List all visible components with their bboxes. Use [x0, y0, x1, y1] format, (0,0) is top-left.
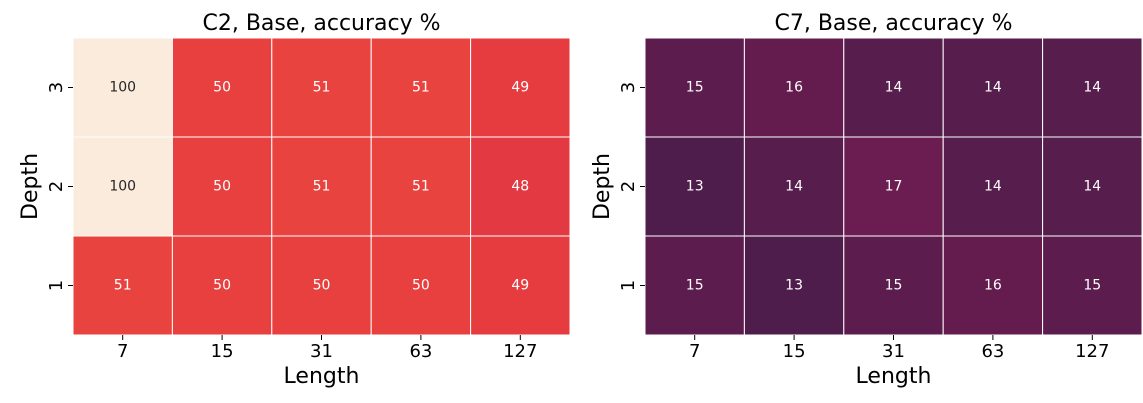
- heatmap-cell: [370, 235, 472, 336]
- x-tick-label: 127: [503, 341, 537, 362]
- heatmap-cell: [470, 37, 571, 138]
- cell-label: 15: [1083, 278, 1101, 294]
- cell-label: 49: [511, 278, 529, 294]
- x-tick-label: 63: [409, 341, 432, 362]
- x-tick-label: 15: [783, 341, 806, 362]
- heatmap-cell: [72, 136, 173, 237]
- cell-label: 50: [213, 80, 231, 96]
- cell-label: 14: [1083, 179, 1101, 195]
- cell-label: 14: [885, 80, 903, 96]
- x-axis-label: Length: [856, 364, 932, 389]
- heatmap-cell: [843, 136, 944, 237]
- cell-label: 48: [511, 179, 529, 195]
- heatmap-cell: [171, 235, 273, 336]
- heatmap-cell: [743, 37, 845, 138]
- heatmap-cell: [743, 235, 845, 336]
- heatmap-cell: [1042, 37, 1143, 138]
- cell-label: 51: [114, 278, 132, 294]
- cell-label: 14: [984, 80, 1002, 96]
- cell-label: 50: [412, 278, 430, 294]
- heatmap-cell: [271, 136, 372, 237]
- heatmap-cell: [644, 37, 745, 138]
- cell-label: 51: [412, 179, 430, 195]
- heatmap-cell: [942, 235, 1044, 336]
- heatmap-cell: [370, 37, 472, 138]
- heatmap-cell: [644, 136, 745, 237]
- heatmap-cell: [942, 136, 1044, 237]
- y-tick-label: 3: [618, 82, 639, 93]
- heatmap-cell: [843, 37, 944, 138]
- x-tick-label: 7: [689, 341, 700, 362]
- cell-label: 14: [785, 179, 803, 195]
- cell-label: 17: [885, 179, 903, 195]
- cell-label: 51: [313, 80, 331, 96]
- cell-label: 49: [511, 80, 529, 96]
- x-tick-label: 63: [981, 341, 1004, 362]
- y-tick-label: 3: [46, 82, 67, 93]
- cell-label: 100: [109, 179, 136, 195]
- heatmap-cell: [470, 235, 571, 336]
- x-tick-label: 31: [310, 341, 333, 362]
- cell-label: 16: [785, 80, 803, 96]
- cell-label: 50: [313, 278, 331, 294]
- x-tick-label: 15: [211, 341, 234, 362]
- heatmap-cell: [271, 235, 372, 336]
- y-axis-label: Depth: [590, 153, 615, 220]
- heatmap-cell: [470, 136, 571, 237]
- cell-label: 50: [213, 278, 231, 294]
- cell-label: 50: [213, 179, 231, 195]
- cell-label: 15: [686, 278, 704, 294]
- y-tick-label: 1: [46, 280, 67, 291]
- x-tick-label: 7: [117, 341, 128, 362]
- y-tick-label: 1: [618, 280, 639, 291]
- cell-label: 51: [412, 80, 430, 96]
- y-tick-label: 2: [618, 181, 639, 192]
- cell-label: 51: [313, 179, 331, 195]
- cell-label: 13: [686, 179, 704, 195]
- heatmap-cell: [1042, 136, 1143, 237]
- cell-label: 15: [686, 80, 704, 96]
- cell-label: 16: [984, 278, 1002, 294]
- x-tick-label: 127: [1075, 341, 1109, 362]
- heatmap-cell: [72, 37, 173, 138]
- heatmap-cell: [942, 37, 1044, 138]
- x-axis-label: Length: [284, 364, 360, 389]
- heatmap-cell: [271, 37, 372, 138]
- heatmap-cell: [171, 37, 273, 138]
- y-axis-label: Depth: [18, 153, 43, 220]
- cell-label: 14: [984, 179, 1002, 195]
- cell-label: 14: [1083, 80, 1101, 96]
- cell-label: 100: [109, 80, 136, 96]
- cell-label: 15: [885, 278, 903, 294]
- chart-title: C2, Base, accuracy %: [202, 11, 440, 36]
- chart-title: C7, Base, accuracy %: [774, 11, 1012, 36]
- x-tick-label: 31: [882, 341, 905, 362]
- cell-label: 13: [785, 278, 803, 294]
- y-tick-label: 2: [46, 181, 67, 192]
